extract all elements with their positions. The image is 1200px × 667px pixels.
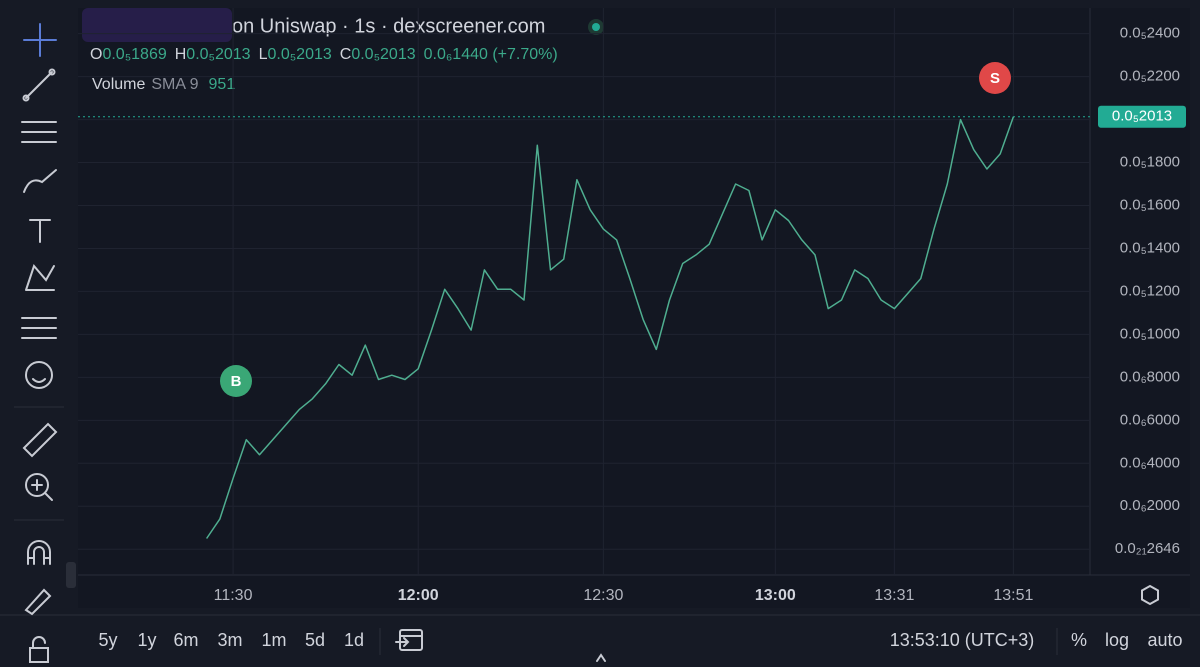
lock-drawing-tool[interactable] <box>24 588 52 616</box>
clock: 13:53:10 (UTC+3) <box>890 630 1035 650</box>
y-tick-label: 0.0₅2400 <box>1120 25 1180 42</box>
ohlc-legend: O0.0₅1869 H0.0₅2013 L0.0₅2013 C0.0₅2013 0.0₆… <box>90 46 558 63</box>
y-tick-label: 0.0₆8000 <box>1120 368 1180 385</box>
y-tick-label: 0.0₅1200 <box>1120 282 1180 299</box>
emoji-tool[interactable] <box>25 361 53 389</box>
range-button[interactable]: 5y <box>98 630 117 650</box>
zoom-tool[interactable] <box>25 473 53 501</box>
trade-marker-label: B <box>231 373 242 390</box>
change-value: 0.0₆1440 (+7.70%) <box>424 46 558 63</box>
range-button[interactable]: 3m <box>217 630 242 650</box>
chart-area <box>78 8 1190 608</box>
y-tick-label: 0.0₅1800 <box>1120 153 1180 170</box>
trade-marker-label: S <box>990 70 1000 87</box>
x-tick-label: 12:30 <box>583 587 623 604</box>
scroll-arrow[interactable] <box>596 653 606 662</box>
current-price-label: 0.0₅2013 <box>1112 108 1172 125</box>
brush-tool[interactable] <box>23 169 57 193</box>
trade-marker <box>220 365 252 397</box>
ohlc-key: H <box>175 46 187 63</box>
range-button[interactable]: 5d <box>305 630 325 650</box>
volume-legend: Volume SMA 9 951 <box>92 76 235 93</box>
trade-marker <box>979 62 1011 94</box>
ohlc-key: L <box>259 46 268 63</box>
left-toolbar <box>14 23 76 663</box>
y-tick-label: 0.0₂₁2646 <box>1115 540 1180 557</box>
live-indicator <box>592 23 600 31</box>
scale-option[interactable]: auto <box>1147 630 1182 650</box>
y-tick-label: 0.0₅1600 <box>1120 196 1180 213</box>
trend-line-tool[interactable] <box>22 68 56 102</box>
fib-tool[interactable] <box>21 121 57 143</box>
redacted-name <box>82 8 232 42</box>
current-price-badge <box>1098 105 1186 128</box>
ohlc-key: O <box>90 46 102 63</box>
range-button[interactable]: 1y <box>137 630 156 650</box>
settings-button[interactable] <box>1141 584 1159 606</box>
magnet-tool[interactable] <box>27 540 51 565</box>
ohlc-value: 0.0₅2013 <box>351 46 415 63</box>
text-tool[interactable] <box>29 219 51 243</box>
ohlc-value: 0.0₅1869 <box>102 46 166 63</box>
scale-option[interactable]: % <box>1071 630 1087 650</box>
pattern-tool[interactable] <box>25 264 55 291</box>
y-tick-label: 0.0₆2000 <box>1120 497 1180 514</box>
range-button[interactable]: 6m <box>173 630 198 650</box>
volume-label: Volume <box>92 76 145 93</box>
y-tick-label: 0.0₅2200 <box>1120 68 1180 85</box>
y-tick-label: 0.0₆6000 <box>1120 411 1180 428</box>
projection-tool[interactable] <box>21 317 57 339</box>
calendar-button[interactable] <box>395 629 423 651</box>
collapse-handle[interactable] <box>66 562 76 588</box>
y-tick-label: 0.0₆4000 <box>1120 454 1180 471</box>
ohlc-key: C <box>340 46 352 63</box>
range-button[interactable]: 1m <box>261 630 286 650</box>
x-tick-label: 12:00 <box>398 587 439 604</box>
x-tick-label: 13:00 <box>755 587 796 604</box>
chart-title: on Uniswap · 1s · dexscreener.com <box>232 15 545 37</box>
volume-value: 951 <box>209 76 236 93</box>
crosshair-tool[interactable] <box>23 23 57 57</box>
x-tick-label: 13:31 <box>874 587 914 604</box>
x-tick-label: 11:30 <box>214 587 253 604</box>
range-button[interactable]: 1d <box>344 630 364 650</box>
ohlc-value: 0.0₅2013 <box>267 46 331 63</box>
lock-tool[interactable] <box>29 636 49 663</box>
ruler-tool[interactable] <box>22 422 58 458</box>
price-line <box>205 116 1015 539</box>
x-tick-label: 13:51 <box>993 587 1033 604</box>
y-tick-label: 0.0₅1000 <box>1120 325 1180 342</box>
ohlc-value: 0.0₅2013 <box>186 46 250 63</box>
y-tick-label: 0.0₅1400 <box>1120 239 1180 256</box>
scale-option[interactable]: log <box>1105 630 1129 650</box>
volume-indicator: SMA 9 <box>151 76 198 93</box>
